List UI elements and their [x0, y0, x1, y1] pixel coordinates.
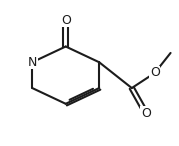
- Text: O: O: [150, 66, 160, 80]
- Text: N: N: [28, 56, 37, 69]
- Text: O: O: [141, 107, 151, 120]
- Text: O: O: [61, 14, 71, 27]
